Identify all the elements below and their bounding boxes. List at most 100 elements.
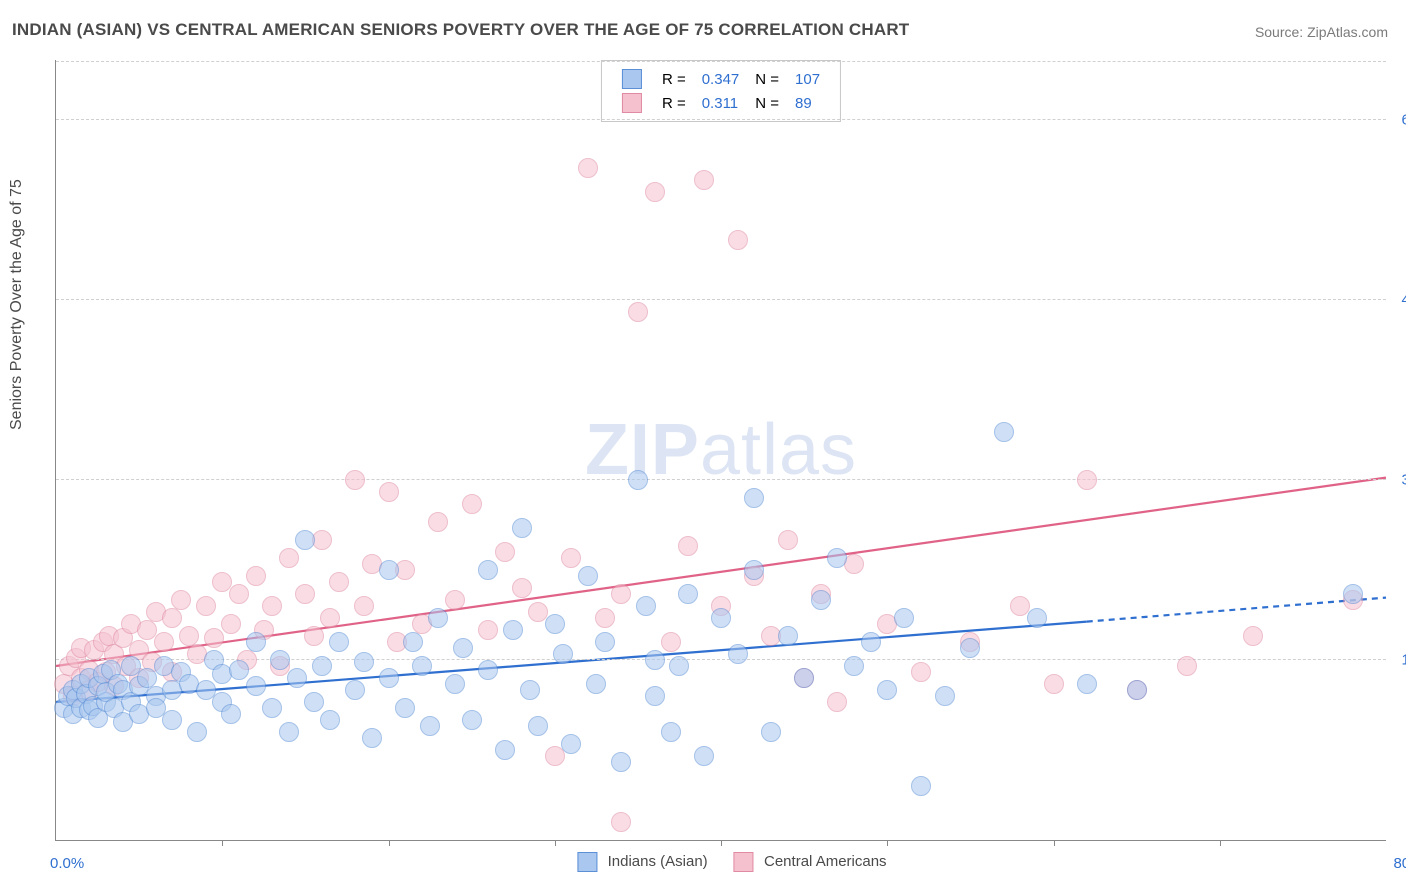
data-point <box>287 668 307 688</box>
data-point <box>495 740 515 760</box>
data-point <box>994 422 1014 442</box>
data-point <box>512 518 532 538</box>
data-point <box>354 596 374 616</box>
data-point <box>711 608 731 628</box>
data-point <box>379 482 399 502</box>
y-tick-label: 15.0% <box>1401 652 1406 669</box>
data-point <box>403 632 423 652</box>
correlation-row-2: R = 0.311 N = 89 <box>614 91 828 115</box>
data-point <box>678 536 698 556</box>
data-point <box>329 632 349 652</box>
data-point <box>229 584 249 604</box>
data-point <box>445 590 465 610</box>
data-point <box>379 560 399 580</box>
data-point <box>960 638 980 658</box>
data-point <box>744 488 764 508</box>
x-tick <box>887 840 888 846</box>
source-name: ZipAtlas.com <box>1307 24 1388 40</box>
data-point <box>669 656 689 676</box>
data-point <box>246 566 266 586</box>
data-point <box>329 572 349 592</box>
n-label: N = <box>747 67 787 91</box>
data-point <box>362 728 382 748</box>
data-point <box>445 674 465 694</box>
data-point <box>320 608 340 628</box>
chart-title: INDIAN (ASIAN) VS CENTRAL AMERICAN SENIO… <box>12 20 909 40</box>
data-point <box>221 704 241 724</box>
data-point <box>279 722 299 742</box>
data-point <box>395 698 415 718</box>
data-point <box>196 596 216 616</box>
data-point <box>478 660 498 680</box>
data-point <box>304 692 324 712</box>
data-point <box>861 632 881 652</box>
data-point <box>911 776 931 796</box>
data-point <box>1077 470 1097 490</box>
data-point <box>645 182 665 202</box>
data-point <box>428 608 448 628</box>
data-point <box>270 650 290 670</box>
data-point <box>428 512 448 532</box>
trend-line <box>1087 598 1386 622</box>
data-point <box>694 746 714 766</box>
data-point <box>827 692 847 712</box>
data-point <box>1077 674 1097 694</box>
x-origin-label: 0.0% <box>50 855 84 872</box>
data-point <box>495 542 515 562</box>
data-point <box>1027 608 1047 628</box>
data-point <box>420 716 440 736</box>
data-point <box>728 230 748 250</box>
data-point <box>744 560 764 580</box>
data-point <box>478 560 498 580</box>
data-point <box>262 596 282 616</box>
gridline: 60.0% <box>56 119 1386 120</box>
x-tick <box>389 840 390 846</box>
data-point <box>761 722 781 742</box>
data-point <box>661 722 681 742</box>
data-point <box>595 632 615 652</box>
data-point <box>561 734 581 754</box>
data-point <box>304 626 324 646</box>
data-point <box>728 644 748 664</box>
data-point <box>528 716 548 736</box>
gridline: 30.0% <box>56 479 1386 480</box>
correlation-row-1: R = 0.347 N = 107 <box>614 67 828 91</box>
y-axis-label: Seniors Poverty Over the Age of 75 <box>8 179 26 430</box>
n-value-1: 107 <box>787 67 828 91</box>
data-point <box>279 548 299 568</box>
data-point <box>295 584 315 604</box>
r-label: R = <box>654 67 694 91</box>
data-point <box>1044 674 1064 694</box>
data-point <box>545 614 565 634</box>
source-prefix: Source: <box>1255 24 1307 40</box>
x-tick <box>1054 840 1055 846</box>
data-point <box>1177 656 1197 676</box>
data-point <box>811 590 831 610</box>
data-point <box>1127 680 1147 700</box>
x-tick <box>222 840 223 846</box>
data-point <box>520 680 540 700</box>
data-point <box>844 656 864 676</box>
gridline: 45.0% <box>56 299 1386 300</box>
r-value-1: 0.347 <box>694 67 748 91</box>
swatch-series-1 <box>622 69 642 89</box>
data-point <box>611 812 631 832</box>
data-point <box>171 590 191 610</box>
data-point <box>694 170 714 190</box>
data-point <box>578 566 598 586</box>
data-point <box>221 614 241 634</box>
data-point <box>935 686 955 706</box>
data-point <box>561 548 581 568</box>
data-point <box>262 698 282 718</box>
gridline <box>56 61 1386 62</box>
trend-lines-layer <box>56 60 1386 840</box>
data-point <box>645 686 665 706</box>
data-point <box>312 656 332 676</box>
data-point <box>877 680 897 700</box>
data-point <box>911 662 931 682</box>
data-point <box>162 710 182 730</box>
data-point <box>578 158 598 178</box>
data-point <box>628 470 648 490</box>
x-tick <box>555 840 556 846</box>
data-point <box>246 676 266 696</box>
